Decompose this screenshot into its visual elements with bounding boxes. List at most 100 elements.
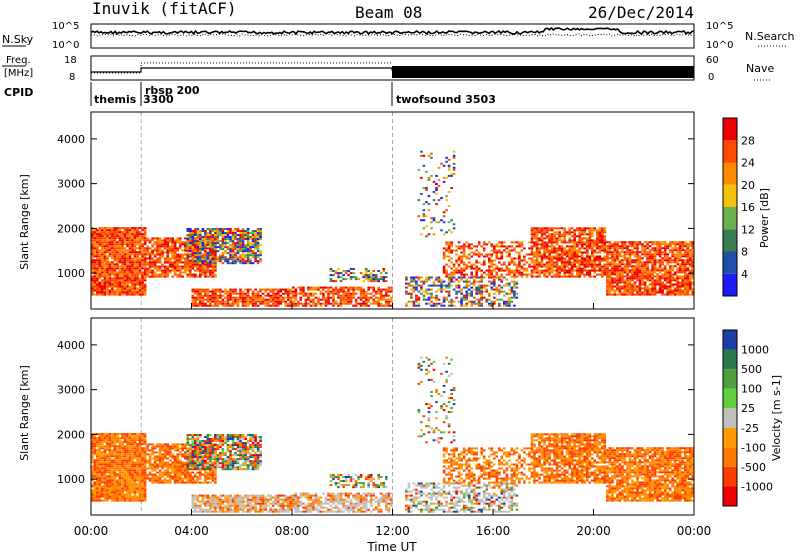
range-gate-cell <box>364 278 368 281</box>
range-gate-cell <box>598 269 602 272</box>
range-gate-cell <box>530 253 534 256</box>
range-gate-cell <box>488 302 491 305</box>
range-gate-cell <box>264 300 267 303</box>
range-gate-cell <box>445 269 448 272</box>
range-gate-cell <box>211 288 215 291</box>
range-gate-cell <box>452 265 456 268</box>
range-gate-cell <box>455 286 458 289</box>
range-gate-cell <box>671 243 674 246</box>
range-gate-cell <box>656 245 659 248</box>
range-gate-cell <box>189 261 192 264</box>
range-gate-cell <box>284 300 288 303</box>
range-gate-cell <box>663 251 667 254</box>
range-gate-cell <box>538 255 541 258</box>
range-gate-cell <box>141 265 144 268</box>
range-gate-cell <box>118 229 122 232</box>
date-title: 26/Dec/2014 <box>588 3 694 22</box>
range-gate-cell <box>98 439 102 442</box>
range-gate-cell <box>126 489 129 492</box>
range-gate-cell <box>352 286 355 289</box>
range-gate-cell <box>309 286 313 289</box>
range-gate-cell <box>96 459 99 462</box>
range-gate-cell <box>141 233 144 236</box>
range-gate-cell <box>415 288 418 291</box>
range-gate-cell <box>447 284 451 287</box>
range-gate-cell <box>558 255 561 258</box>
range-gate-cell <box>606 241 609 244</box>
range-gate-cell <box>106 293 109 296</box>
range-gate-cell <box>563 235 566 238</box>
range-gate-cell <box>555 261 559 264</box>
range-gate-cell <box>372 294 375 297</box>
range-gate-cell <box>618 267 622 270</box>
range-gate-cell <box>116 247 119 250</box>
range-gate-cell <box>211 271 215 274</box>
range-gate-cell <box>470 265 473 268</box>
range-gate-cell <box>209 262 212 265</box>
range-gate-cell <box>628 243 632 246</box>
range-gate-cell <box>106 285 109 288</box>
range-gate-cell <box>578 237 581 240</box>
range-gate-cell <box>613 263 617 266</box>
range-gate-cell <box>103 277 107 280</box>
range-gate-cell <box>593 241 597 244</box>
range-gate-cell <box>668 267 672 270</box>
range-gate-cell <box>583 227 587 230</box>
range-gate-cell <box>189 273 192 276</box>
range-gate-cell <box>668 283 672 286</box>
range-gate-cell <box>415 276 418 279</box>
range-gate-cell <box>580 271 584 274</box>
range-gate-cell <box>176 247 179 250</box>
range-gate-cell <box>108 279 112 282</box>
range-gate-cell <box>520 245 524 248</box>
range-gate-cell <box>229 288 232 291</box>
range-gate-cell <box>116 249 119 252</box>
range-gate-cell <box>131 231 134 234</box>
velocity-data-cells <box>91 318 695 515</box>
range-gate-cell <box>538 231 541 234</box>
range-gate-cell <box>533 227 536 230</box>
range-gate-cell <box>224 258 227 261</box>
range-gate-cell <box>106 491 109 494</box>
range-gate-cell <box>98 477 102 480</box>
range-gate-cell <box>113 449 117 452</box>
range-gate-cell <box>131 267 134 270</box>
range-gate-cell <box>304 304 308 307</box>
range-gate-cell <box>538 275 541 278</box>
range-gate-cell <box>493 282 496 285</box>
range-gate-cell <box>505 247 509 250</box>
range-gate-cell <box>214 294 217 297</box>
range-gate-cell <box>214 296 217 299</box>
range-gate-cell <box>106 257 109 260</box>
range-gate-cell <box>141 245 144 248</box>
range-gate-cell <box>116 227 119 230</box>
range-gate-cell <box>643 291 647 294</box>
range-gate-cell <box>653 261 657 264</box>
range-gate-cell <box>387 286 391 289</box>
range-gate-cell <box>515 263 519 266</box>
range-gate-cell <box>611 267 614 270</box>
range-gate-cell <box>678 247 682 250</box>
range-gate-cell <box>111 453 114 456</box>
range-gate-cell <box>91 437 94 440</box>
range-gate-cell <box>548 235 551 238</box>
range-gate-cell <box>626 283 629 286</box>
range-gate-cell <box>113 477 117 480</box>
range-gate-cell <box>322 298 325 301</box>
range-gate-cell <box>123 235 127 238</box>
range-gate-cell <box>460 288 463 291</box>
range-gate-cell <box>631 287 634 290</box>
range-gate-cell <box>513 282 516 285</box>
range-gate-cell <box>651 279 654 282</box>
range-gate-cell <box>269 298 272 301</box>
range-gate-cell <box>691 245 695 248</box>
range-gate-cell <box>98 469 102 472</box>
range-gate-cell <box>668 259 672 262</box>
range-gate-cell <box>618 271 622 274</box>
range-gate-cell <box>194 260 197 263</box>
range-gate-cell <box>196 298 200 301</box>
colorbar-tick-label: 8 <box>741 246 748 259</box>
range-gate-cell <box>568 251 571 254</box>
range-gate-cell <box>568 229 571 232</box>
range-gate-cell <box>106 433 109 436</box>
